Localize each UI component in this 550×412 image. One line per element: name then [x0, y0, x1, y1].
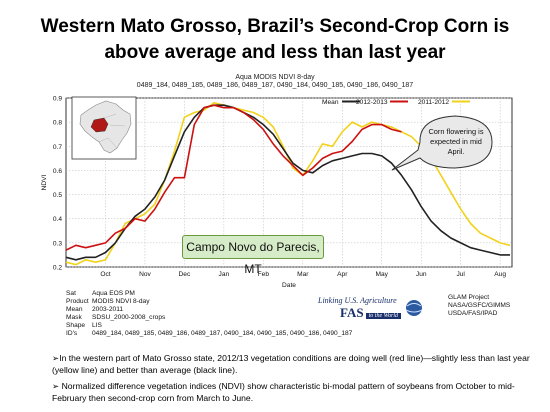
metadata-block: Sat Aqua EOS PM Product MODIS NDVI 8-day Mea…	[66, 290, 352, 338]
x-tick-label: May	[376, 271, 389, 278]
metadata-row: Mean 2003-2011	[66, 306, 352, 314]
y-axis-label: NDVI	[41, 174, 48, 190]
metadata-value: Aqua EOS PM	[92, 290, 135, 297]
location-callout: Campo Novo do Parecis, MT	[182, 235, 324, 276]
chart-header-line2: 0489_184, 0489_185, 0489_186, 0489_187, …	[136, 82, 414, 89]
page-title-line2: above average and less than last year	[104, 42, 446, 63]
y-tick-label: 0.8	[53, 120, 62, 127]
y-tick-label: 0.4	[53, 216, 62, 223]
glam-line1: GLAM Project	[448, 294, 490, 301]
metadata-value: SDSU_2000-2008_crops	[92, 314, 166, 321]
flowering-callout-bubble	[391, 115, 493, 171]
x-tick-label: Apr	[337, 271, 348, 278]
x-tick-label: Feb	[258, 271, 270, 278]
metadata-key: Shape	[66, 322, 86, 329]
metadata-key: Product	[66, 298, 89, 305]
glam-line2: NASA/GSFC/GIMMS	[448, 302, 511, 309]
metadata-key: Mean	[66, 306, 83, 313]
flowering-callout-text: Corn flowering is expected in mid April.	[428, 127, 484, 156]
metadata-row: Product MODIS NDVI 8-day	[66, 298, 352, 306]
metadata-row: ID's 0489_184, 0489_185, 0489_186, 0489_1…	[66, 330, 352, 338]
glam-line3: USDA/FAS/IPAD	[448, 310, 498, 317]
bullet-arrow-icon: ➢	[52, 353, 60, 363]
series-line-2012-2013	[65, 104, 402, 251]
x-axis-label: Date	[282, 282, 296, 289]
legend-label: 2012-2013	[356, 99, 388, 106]
chart-header-line1: Aqua MODIS NDVI 8-day	[235, 74, 315, 81]
y-tick-label: 0.6	[53, 168, 62, 175]
x-tick-label: Aug	[494, 271, 506, 278]
legend-label: Mean	[322, 99, 339, 106]
metadata-row: Shape LIS	[66, 322, 352, 330]
usda-logo-text: Linking U.S. Agriculture FAS to the Worl…	[318, 296, 402, 321]
usda-logo-globe-icon	[405, 300, 423, 316]
x-tick-label: Oct	[100, 271, 110, 278]
metadata-key: Mask	[66, 314, 82, 321]
y-tick-label: 0.9	[53, 96, 62, 103]
bullet-text-2: Normalized difference vegetation indices…	[52, 381, 515, 403]
logo-text-line1: Linking U.S. Agriculture	[318, 296, 397, 305]
x-tick-label: Jul	[456, 271, 465, 278]
metadata-value: 0489_184, 0489_185, 0489_186, 0489_187, …	[92, 330, 353, 337]
x-tick-label: Dec	[179, 271, 191, 278]
legend-label: 2011-2012	[418, 99, 449, 106]
y-tick-label: 0.3	[53, 240, 62, 247]
series-line-mean	[65, 104, 510, 261]
y-tick-label: 0.2	[53, 265, 62, 272]
metadata-row: Sat Aqua EOS PM	[66, 290, 352, 298]
bullet-text-1: In the western part of Mato Grosso state…	[52, 353, 530, 375]
logo-text-line3: to the World	[365, 313, 402, 319]
bullet-arrow-icon: ➢	[52, 381, 62, 391]
bullet-item-2: ➢ Normalized difference vegetation indic…	[52, 380, 542, 404]
metadata-value: 2003-2011	[92, 306, 124, 313]
page-title-line1: Western Mato Grosso, Brazil’s Second-Cro…	[40, 16, 510, 37]
metadata-key: Sat	[66, 290, 76, 297]
x-tick-label: Mar	[297, 271, 309, 278]
bullet-item-1: ➢In the western part of Mato Grosso stat…	[52, 352, 542, 376]
metadata-value: MODIS NDVI 8-day	[92, 298, 150, 305]
y-tick-label: 0.5	[53, 192, 62, 199]
bullet-list: ➢In the western part of Mato Grosso stat…	[52, 352, 542, 408]
logo-fas: FAS	[340, 305, 364, 320]
x-tick-label: Jan	[219, 271, 230, 278]
x-tick-label: Nov	[139, 271, 151, 278]
metadata-row: Mask SDSU_2000-2008_crops	[66, 314, 352, 322]
metadata-key: ID's	[66, 330, 78, 337]
y-tick-label: 0.7	[53, 144, 62, 151]
brazil-map-inset	[71, 96, 137, 160]
x-tick-label: Jun	[416, 271, 427, 278]
glam-credits: GLAM Project NASA/GSFC/GIMMS USDA/FAS/IP…	[448, 294, 510, 318]
metadata-value: LIS	[92, 322, 102, 329]
